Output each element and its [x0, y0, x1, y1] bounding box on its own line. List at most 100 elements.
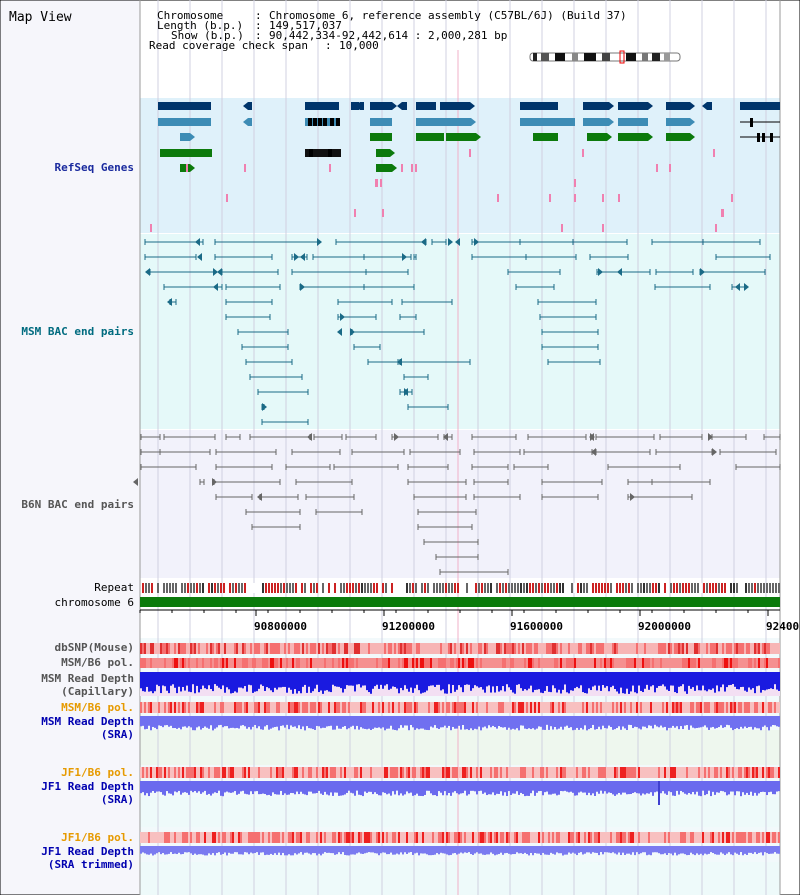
read-depth-bar: [328, 716, 330, 727]
polymorphism-cell: [686, 702, 688, 713]
polymorphism-cell: [226, 832, 228, 843]
read-depth-bar: [778, 781, 780, 792]
read-depth-bar: [270, 672, 272, 691]
polymorphism-cell: [292, 767, 294, 778]
read-depth-bar: [688, 846, 690, 855]
polymorphism-cell: [244, 658, 246, 668]
read-depth-bar: [686, 846, 688, 856]
polymorphism-cell: [272, 702, 274, 713]
read-depth-bar: [436, 672, 438, 685]
polymorphism-cell: [514, 702, 516, 713]
polymorphism-cell: [482, 643, 484, 654]
read-depth-bar: [586, 781, 588, 796]
polymorphism-cell: [672, 658, 674, 668]
track-label-refseq-genes[interactable]: RefSeq Genes: [54, 161, 134, 174]
polymorphism-cell: [400, 832, 402, 843]
read-depth-bar: [758, 781, 760, 794]
polymorphism-cell: [654, 702, 656, 713]
polymorphism-cell: [198, 643, 200, 654]
polymorphism-cell: [620, 767, 622, 778]
read-depth-bar: [538, 781, 540, 792]
track-label-b6n-bac-end-pairs[interactable]: B6N BAC end pairs: [21, 498, 134, 511]
polymorphism-cell: [318, 702, 320, 713]
read-depth-bar: [400, 716, 402, 726]
read-depth-bar: [632, 716, 634, 729]
repeat-element: [157, 583, 159, 593]
polymorphism-cell: [600, 643, 602, 654]
polymorphism-cell: [278, 767, 280, 778]
polymorphism-cell: [170, 658, 172, 668]
track-label-msm-bac-end-pairs[interactable]: MSM BAC end pairs: [21, 325, 134, 338]
polymorphism-cell: [420, 702, 422, 713]
read-depth-bar: [380, 846, 382, 854]
polymorphism-cell: [354, 643, 356, 654]
polymorphism-cell: [546, 643, 548, 654]
exon-block: [309, 149, 313, 157]
polymorphism-cell: [594, 658, 596, 668]
msm-bac-end-arrow: [337, 328, 342, 336]
polymorphism-cell: [474, 643, 476, 654]
polymorphism-cell: [608, 832, 610, 843]
polymorphism-cell: [532, 767, 534, 778]
polymorphism-cell: [514, 658, 516, 668]
polymorphism-cell: [148, 643, 150, 654]
polymorphism-cell: [586, 658, 588, 668]
polymorphism-cell: [332, 767, 334, 778]
polymorphism-cell: [510, 658, 512, 668]
page-title: Map View: [9, 10, 72, 25]
read-depth-bar: [290, 716, 292, 726]
polymorphism-cell: [170, 702, 172, 713]
polymorphism-cell: [584, 702, 586, 713]
read-depth-bar: [542, 781, 544, 796]
polymorphism-cell: [368, 702, 370, 713]
polymorphism-cell: [226, 767, 228, 778]
read-depth-bar: [500, 846, 502, 853]
read-depth-bar: [352, 781, 354, 794]
read-depth-bar: [746, 846, 748, 855]
polymorphism-cell: [528, 658, 530, 668]
read-depth-bar: [316, 672, 318, 685]
polymorphism-cell: [266, 658, 268, 668]
polymorphism-cell: [320, 832, 322, 843]
polymorphism-cell: [258, 658, 260, 668]
read-depth-bar: [382, 672, 384, 689]
read-depth-bar: [244, 672, 246, 687]
polymorphism-cell: [552, 643, 554, 654]
read-depth-bar: [364, 846, 366, 854]
polymorphism-cell: [222, 702, 224, 713]
read-depth-bar: [240, 846, 242, 855]
polymorphism-cell: [278, 658, 280, 668]
read-depth-bar: [386, 716, 388, 729]
polymorphism-cell: [242, 832, 244, 843]
read-depth-bar: [418, 716, 420, 730]
read-depth-bar: [198, 672, 200, 693]
read-depth-bar: [388, 846, 390, 855]
polymorphism-cell: [444, 767, 446, 778]
read-depth-bar: [480, 781, 482, 791]
repeat-element: [547, 583, 549, 593]
polymorphism-cell: [664, 643, 666, 654]
read-depth-bar: [198, 781, 200, 792]
polymorphism-cell: [294, 702, 296, 713]
gene-strand-arrow: [609, 118, 614, 126]
polymorphism-cell: [142, 832, 144, 843]
read-depth-bar: [350, 781, 352, 793]
read-depth-bar: [762, 716, 764, 727]
polymorphism-cell: [524, 832, 526, 843]
polymorphism-cell: [736, 702, 738, 713]
polymorphism-cell: [142, 767, 144, 778]
polymorphism-cell: [274, 832, 276, 843]
polymorphism-cell: [208, 643, 210, 654]
polymorphism-cell: [448, 643, 450, 654]
read-depth-bar: [184, 846, 186, 853]
read-depth-bar: [536, 716, 538, 729]
read-depth-bar: [262, 846, 264, 853]
polymorphism-cell: [630, 767, 632, 778]
polymorphism-cell: [556, 658, 558, 668]
axis-tick-label: 91600000: [510, 620, 563, 633]
read-depth-bar: [762, 781, 764, 792]
read-depth-bar: [378, 781, 380, 796]
read-depth-bar: [750, 846, 752, 853]
read-depth-bar: [398, 846, 400, 855]
read-depth-bar: [208, 781, 210, 794]
